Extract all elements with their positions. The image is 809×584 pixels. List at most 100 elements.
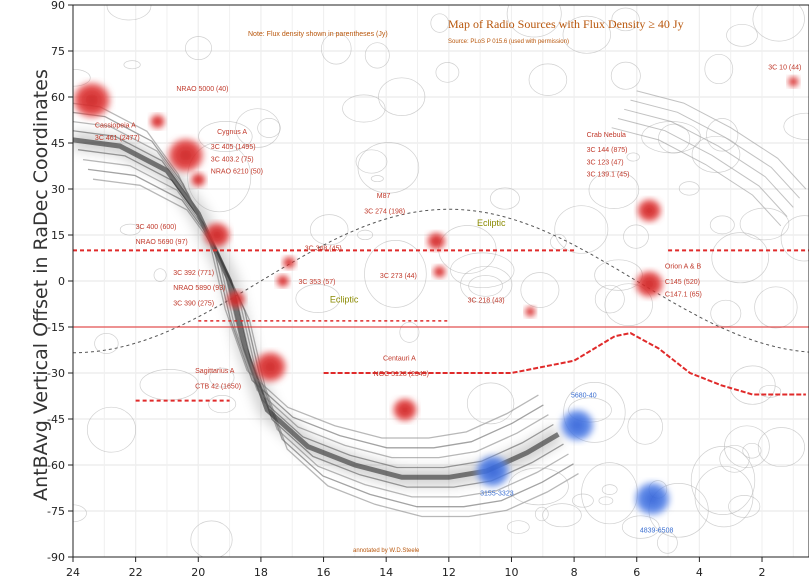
source-label-8: NRAO 5690 (97) [136, 239, 188, 246]
background-contour [729, 365, 776, 405]
y-tick-label: 15 [51, 229, 65, 242]
radio-source-10 [432, 265, 447, 279]
source-label-16: M87 [377, 193, 391, 200]
background-contour [355, 149, 388, 174]
background-contour [706, 118, 739, 152]
source-label-29: 3C 10 (44) [768, 64, 801, 71]
background-contour [370, 175, 384, 183]
background-contour [704, 53, 734, 85]
background-contour [752, 5, 805, 42]
source-label-5: 3C 403.2 (75) [211, 156, 254, 163]
background-contour [542, 503, 582, 528]
background-contour [719, 444, 750, 473]
background-contour [690, 446, 756, 515]
chart-title: Map of Radio Sources with Flux Density ≥… [448, 17, 684, 31]
northern-arc-contour [624, 108, 794, 208]
background-contour [94, 333, 119, 354]
x-axis: 24 22 20 18 16 14 12 10 8 6 4 2 [66, 557, 766, 579]
radio-source-0 [73, 81, 112, 120]
background-contour [364, 240, 427, 308]
background-contour [528, 63, 568, 96]
y-tick-label: -15 [47, 321, 65, 334]
background-contour [621, 515, 660, 539]
background-contour [601, 484, 618, 495]
source-label-1: 3C 461 (2477) [95, 135, 140, 142]
y-axis: 90 75 60 45 30 15 0 -15 -30 -45 -60 -75 -90 [47, 0, 73, 564]
x-tick-label: 20 [191, 566, 205, 579]
background-contour [520, 272, 560, 308]
source-label-15: CTB 42 (1650) [195, 383, 241, 390]
y-tick-label: -75 [47, 505, 65, 518]
ecliptic-label-1: Ecliptic [330, 294, 359, 304]
background-contour [257, 118, 281, 138]
northern-arc-contour [611, 127, 782, 227]
background-contour [139, 369, 199, 401]
chart-title-block: Map of Radio Sources with Flux Density ≥… [248, 17, 684, 554]
x-tick-label: 4 [696, 566, 703, 579]
background-contour [627, 408, 663, 445]
background-contour [604, 283, 653, 327]
background-contour [572, 493, 594, 508]
source-label-24: 3C 123 (47) [587, 159, 624, 166]
background-contour [588, 170, 640, 209]
background-contour [626, 152, 640, 162]
background-contour [190, 520, 233, 557]
radio-source-7 [282, 255, 297, 270]
radio-source-9 [426, 231, 447, 251]
background-contour [460, 265, 513, 304]
radio-source-6 [253, 350, 288, 384]
background-contour [123, 60, 141, 70]
source-label-13: 3C 390 (275) [173, 301, 214, 308]
source-label-4: 3C 405 (1495) [211, 144, 256, 151]
background-contour [187, 142, 252, 213]
background-contour [450, 252, 515, 289]
background-contour [506, 520, 530, 534]
y-tick-label: 30 [51, 183, 65, 196]
background-contour [724, 425, 770, 468]
source-label-30: 5680-40 [571, 393, 597, 400]
background-contour [739, 207, 790, 241]
background-contour [321, 32, 352, 65]
background-contour [783, 112, 809, 140]
background-contour [364, 42, 390, 69]
background-contour [728, 495, 761, 518]
radio-source-3 [190, 172, 207, 188]
radio-source-13 [636, 198, 663, 223]
background-contour [780, 215, 809, 262]
background-contour [598, 496, 614, 506]
background-contour [357, 229, 374, 241]
source-label-23: 3C 144 (875) [587, 147, 628, 154]
y-tick-label: 60 [51, 91, 65, 104]
y-tick-label: -90 [47, 551, 65, 564]
background-contour [757, 427, 805, 468]
x-tick-label: 22 [129, 566, 143, 579]
radio-source-4 [203, 221, 232, 249]
y-tick-label: -45 [47, 413, 65, 426]
background-contour [185, 36, 212, 61]
background-contour [623, 224, 649, 249]
radio-source-17 [474, 454, 511, 489]
background-contour [754, 286, 798, 329]
background-contour [342, 94, 386, 123]
background-contour [73, 69, 91, 87]
radio-source-12 [391, 397, 418, 423]
background-contour [742, 442, 762, 459]
background-contour [399, 321, 420, 343]
background-contour [489, 187, 520, 210]
source-label-14: Sagittarius A [195, 368, 235, 375]
y-tick-label: -60 [47, 459, 65, 472]
northern-arc-contour [636, 90, 807, 190]
scan-tracks [73, 249, 809, 402]
radio-source-2 [166, 137, 205, 174]
background-contour [208, 395, 237, 414]
flux-note: Note: Flux density shown in parentheses … [248, 31, 388, 38]
source-label-7: 3C 400 (600) [136, 224, 177, 231]
x-tick-label: 2 [759, 566, 766, 579]
source-label-12: NRAO 5890 (93) [173, 285, 225, 292]
source-label-22: Crab Nebula [587, 132, 626, 139]
annotator-credit: annotated by W.D.Steele [353, 548, 420, 554]
background-contour [691, 135, 741, 173]
background-contour [726, 23, 758, 47]
radio-source-8 [275, 274, 290, 288]
